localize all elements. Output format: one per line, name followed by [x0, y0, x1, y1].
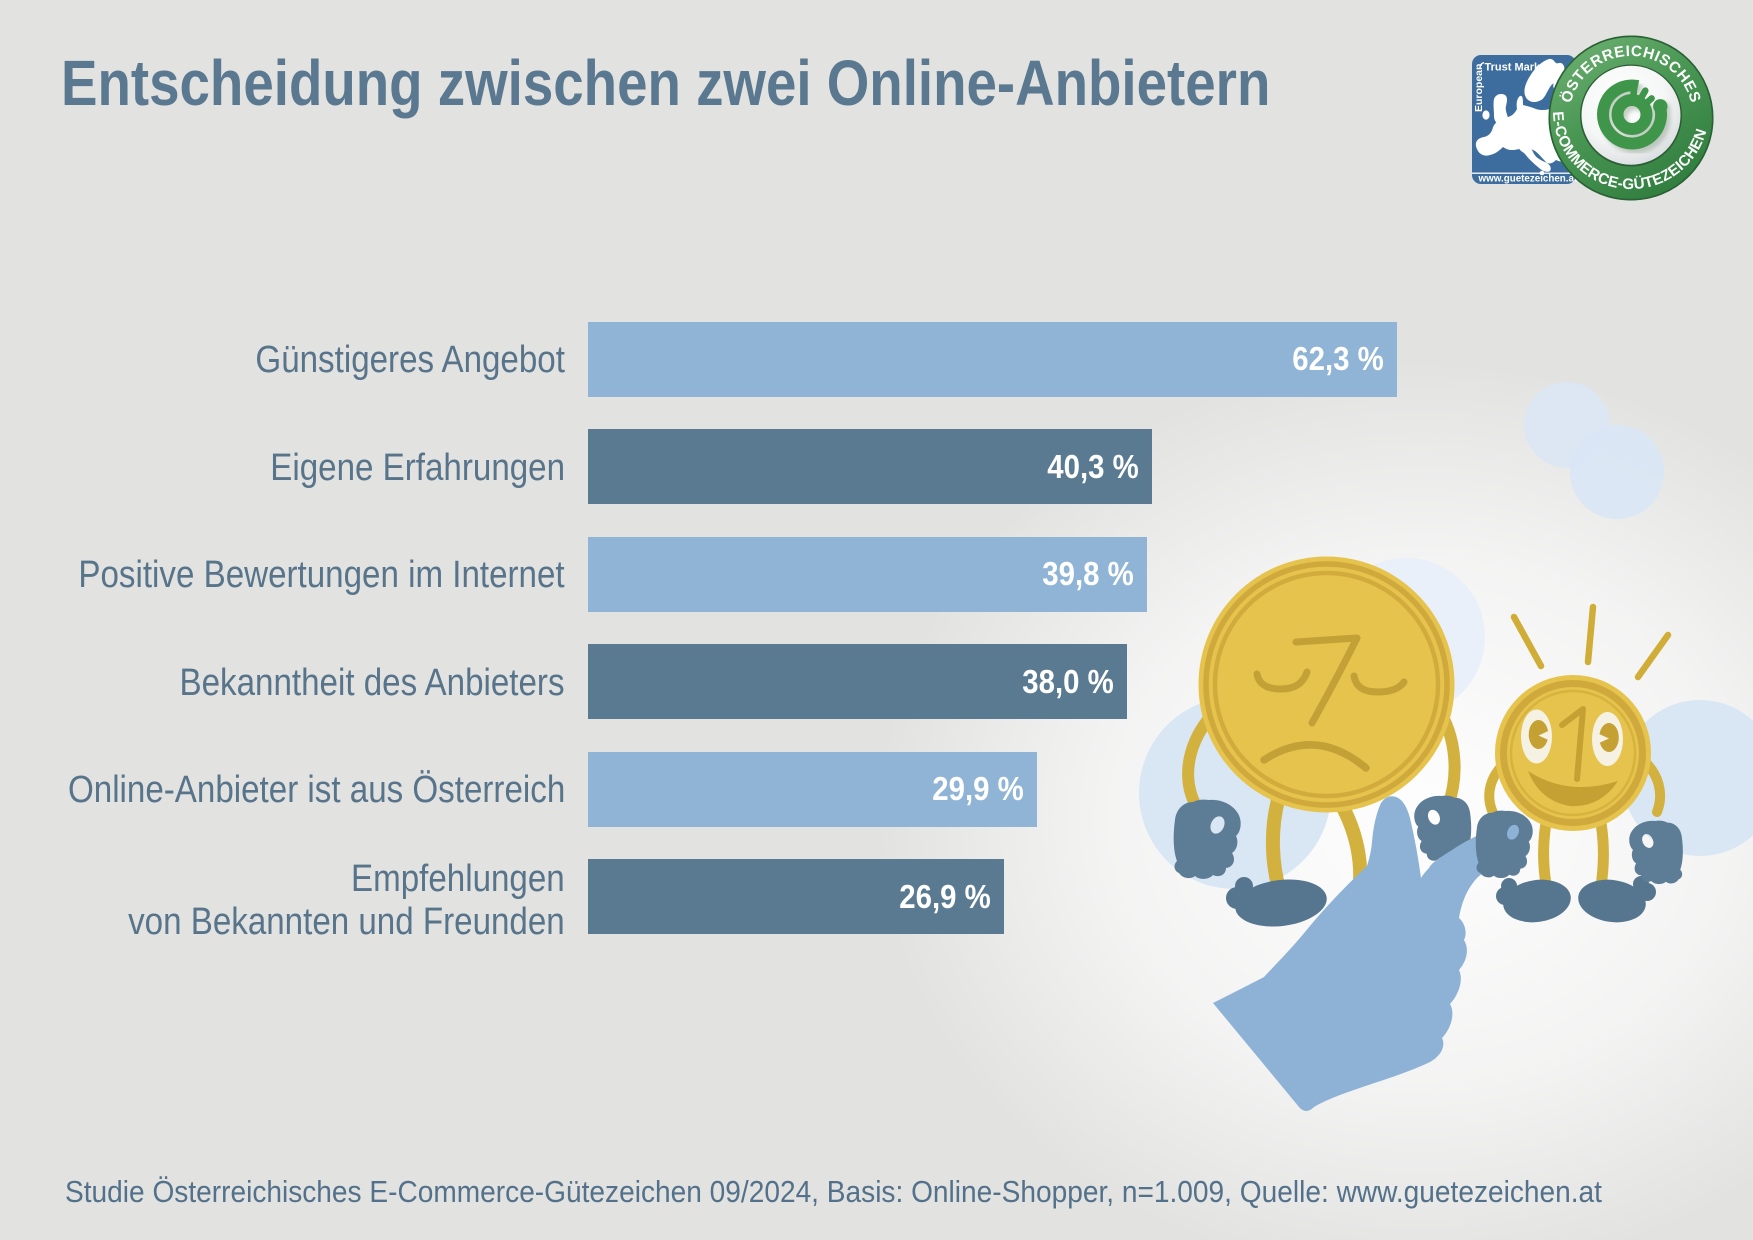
svg-text:Trust Mark: Trust Mark: [1485, 62, 1542, 74]
svg-text:European: European: [1473, 64, 1485, 112]
svg-text:www.guetezeichen.at: www.guetezeichen.at: [1478, 174, 1578, 185]
